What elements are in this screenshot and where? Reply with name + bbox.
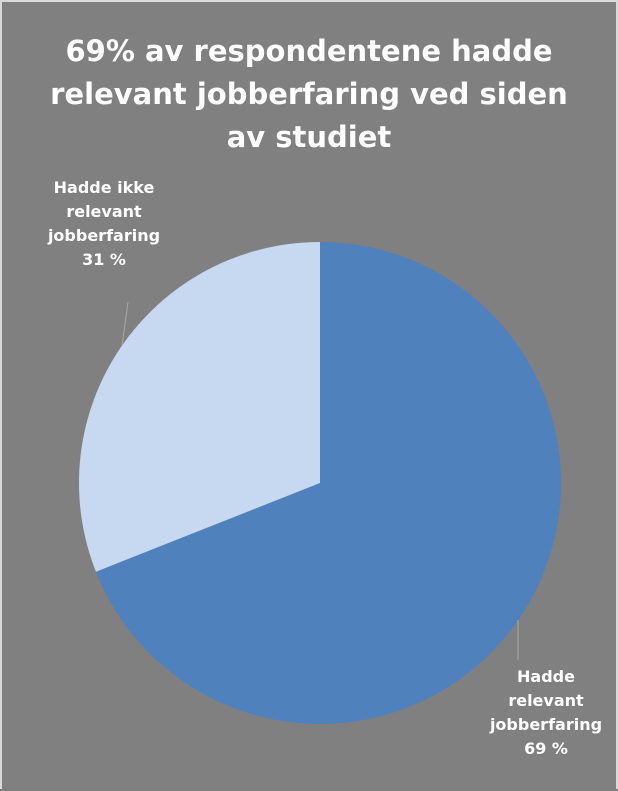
leader-line-2 (121, 301, 129, 347)
data-label-line: jobberfaring (489, 715, 602, 734)
pie-slices (78, 242, 561, 725)
data-label-line: Hadde ikke (54, 178, 155, 197)
data-label-line: 69 % (524, 739, 568, 758)
data-label-line: jobberfaring (47, 226, 160, 245)
pie-slice-2 (78, 242, 321, 572)
data-label-line: relevant (508, 691, 584, 710)
data-label-1: Hadde relevant jobberfaring 69 % (489, 667, 602, 758)
leader-lines (121, 301, 519, 660)
chart-title: 69% av respondentene hadde relevant jobb… (50, 34, 568, 154)
data-label-line: Hadde (517, 667, 575, 686)
pie-slice-1 (95, 242, 561, 725)
data-label-2: Hadde ikke relevant jobberfaring 31 % (47, 178, 160, 269)
data-label-line: 31 % (82, 250, 126, 269)
data-label-line: relevant (66, 202, 142, 221)
data-labels: Hadde relevant jobberfaring 69 % Hadde ikke r… (47, 178, 602, 758)
